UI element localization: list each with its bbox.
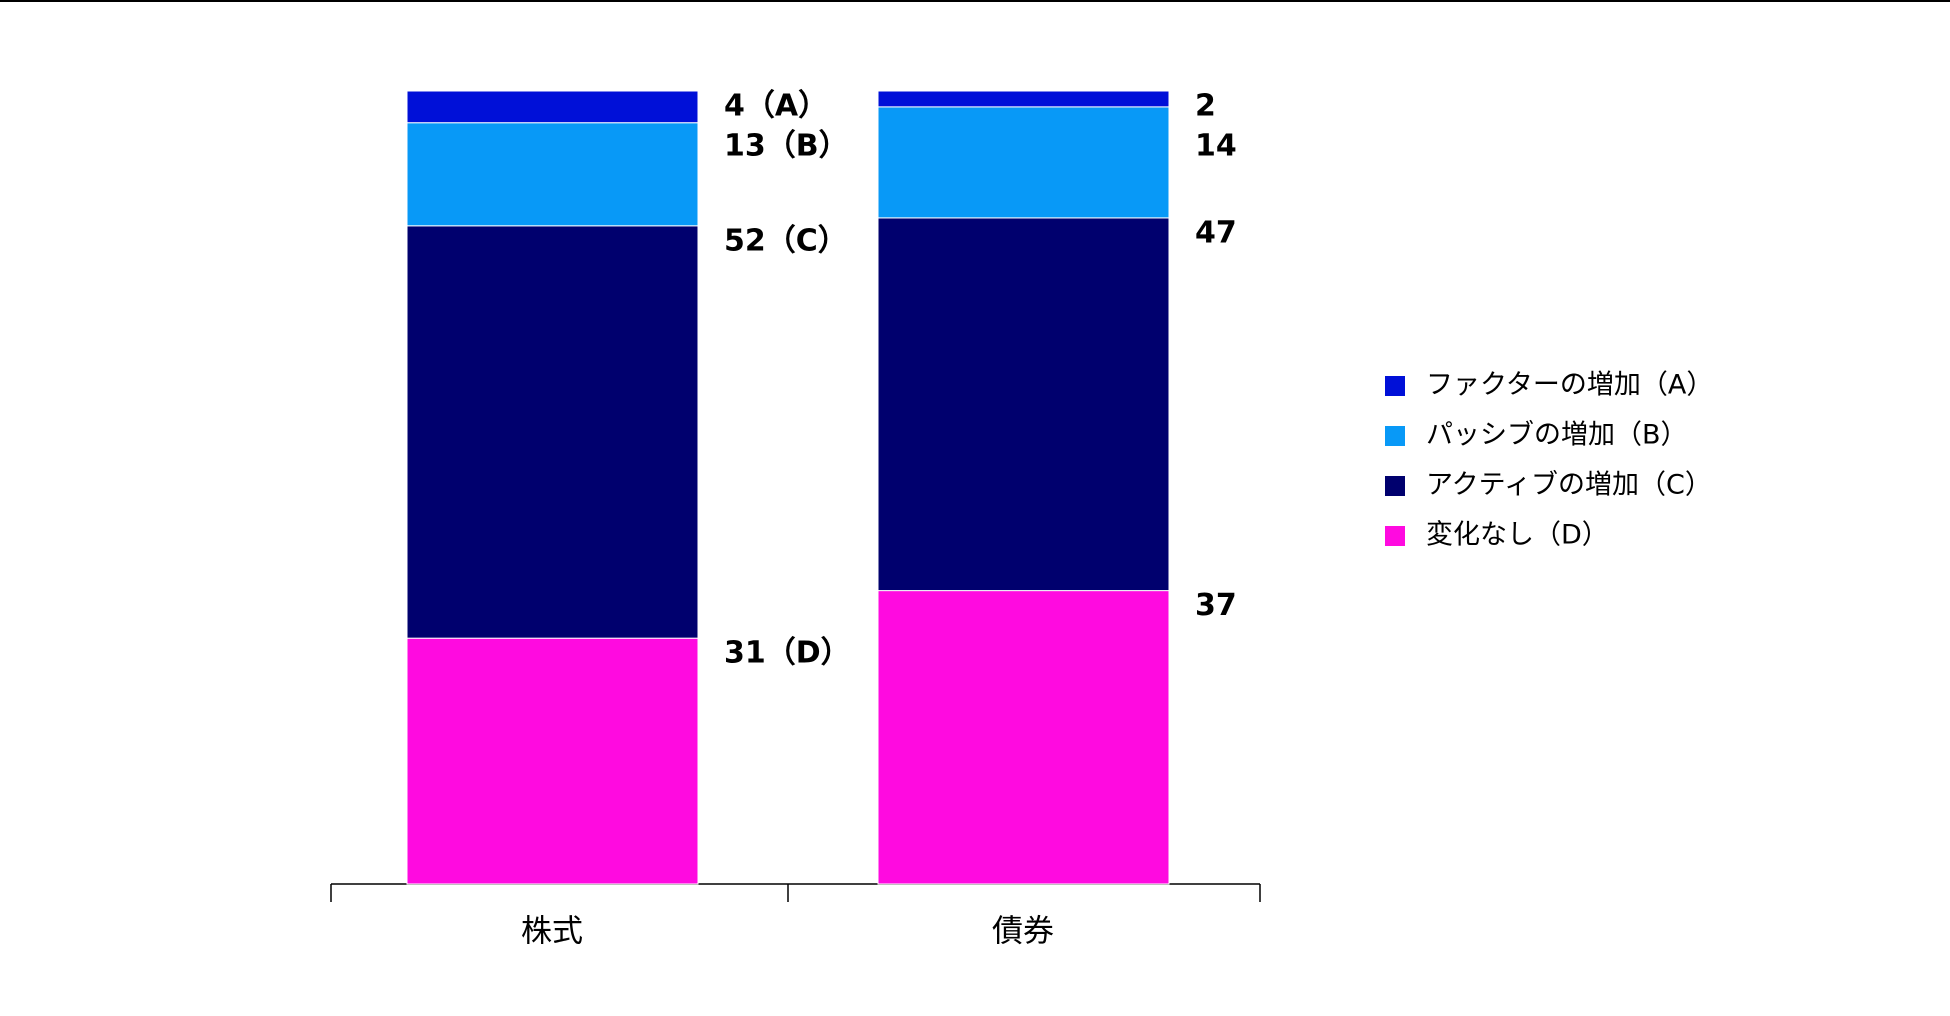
bar-segment: [877, 90, 1170, 108]
bar-segment: [406, 90, 699, 124]
data-label: 14: [1195, 129, 1237, 164]
legend-label: アクティブの増加（C）: [1426, 470, 1712, 501]
bar-segment: [877, 106, 1170, 219]
bar-segment: [406, 637, 699, 885]
bar-segment: [406, 225, 699, 639]
data-label: 13（B）: [724, 129, 849, 164]
bar-segment: [877, 217, 1170, 592]
legend-swatch: [1385, 426, 1405, 446]
legend-label: ファクターの増加（A）: [1426, 370, 1713, 401]
data-label: 4（A）: [724, 89, 828, 124]
legend-swatch: [1385, 376, 1405, 396]
data-label: 2: [1195, 89, 1216, 124]
data-label: 47: [1195, 215, 1237, 250]
legend-swatch: [1385, 526, 1405, 546]
bar-segment: [877, 590, 1170, 885]
x-tick-label: 株式: [521, 914, 583, 950]
data-label: 37: [1195, 588, 1237, 623]
x-tick-label: 債券: [992, 914, 1054, 950]
data-label: 52（C）: [724, 223, 848, 258]
legend-label: 変化なし（D）: [1426, 520, 1609, 551]
bar-segment: [406, 122, 699, 227]
data-label: 31（D）: [724, 636, 851, 671]
legend-swatch: [1385, 476, 1405, 496]
legend-label: パッシブの増加（B）: [1426, 420, 1688, 451]
